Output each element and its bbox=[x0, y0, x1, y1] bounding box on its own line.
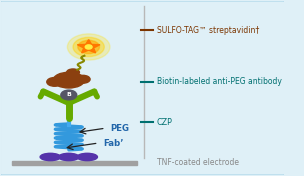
Ellipse shape bbox=[47, 77, 62, 86]
Ellipse shape bbox=[76, 75, 90, 83]
Circle shape bbox=[78, 40, 99, 54]
Ellipse shape bbox=[67, 69, 79, 76]
Text: B: B bbox=[66, 92, 71, 98]
Circle shape bbox=[73, 37, 104, 56]
Circle shape bbox=[61, 90, 77, 100]
Text: CZP: CZP bbox=[157, 118, 173, 127]
Ellipse shape bbox=[77, 153, 98, 161]
Text: SULFO-TAG™ streptavidin†: SULFO-TAG™ streptavidin† bbox=[157, 26, 259, 35]
Text: TNF-coated electrode: TNF-coated electrode bbox=[157, 158, 239, 167]
Circle shape bbox=[67, 34, 110, 60]
Text: Fab’: Fab’ bbox=[103, 139, 123, 147]
Circle shape bbox=[85, 45, 92, 49]
Bar bbox=[12, 161, 137, 165]
Polygon shape bbox=[77, 40, 100, 53]
Ellipse shape bbox=[59, 153, 79, 161]
Text: Biotin-labeled anti-PEG antibody: Biotin-labeled anti-PEG antibody bbox=[157, 77, 282, 86]
Ellipse shape bbox=[53, 72, 85, 88]
Text: PEG: PEG bbox=[110, 124, 129, 133]
Ellipse shape bbox=[40, 153, 60, 161]
